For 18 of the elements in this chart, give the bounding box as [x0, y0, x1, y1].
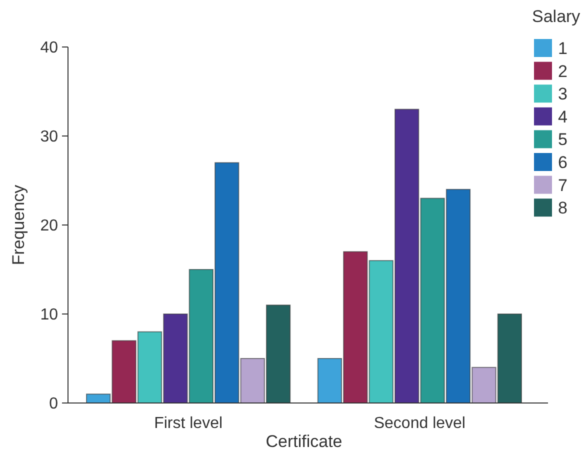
legend-label: 6 — [558, 152, 568, 172]
legend-label: 2 — [558, 62, 568, 81]
x-tick-label: First level — [154, 415, 223, 432]
legend-label: 8 — [558, 198, 568, 218]
legend-title: Salary — [532, 7, 581, 26]
y-tick-label: 10 — [40, 306, 58, 324]
legend-label: 4 — [558, 107, 568, 126]
x-tick-label: Second level — [374, 415, 466, 432]
x-axis-title: Certificate — [266, 432, 342, 451]
y-tick-label: 0 — [49, 396, 58, 413]
y-tick-label: 20 — [40, 218, 58, 235]
y-axis-title: Frequency — [9, 184, 28, 266]
legend-label: 1 — [558, 38, 568, 58]
y-tick-label: 30 — [40, 128, 58, 146]
y-tick-label: 40 — [40, 40, 58, 57]
legend-label: 7 — [558, 176, 568, 195]
legend-label: 3 — [558, 84, 568, 104]
legend-label: 5 — [558, 130, 568, 150]
